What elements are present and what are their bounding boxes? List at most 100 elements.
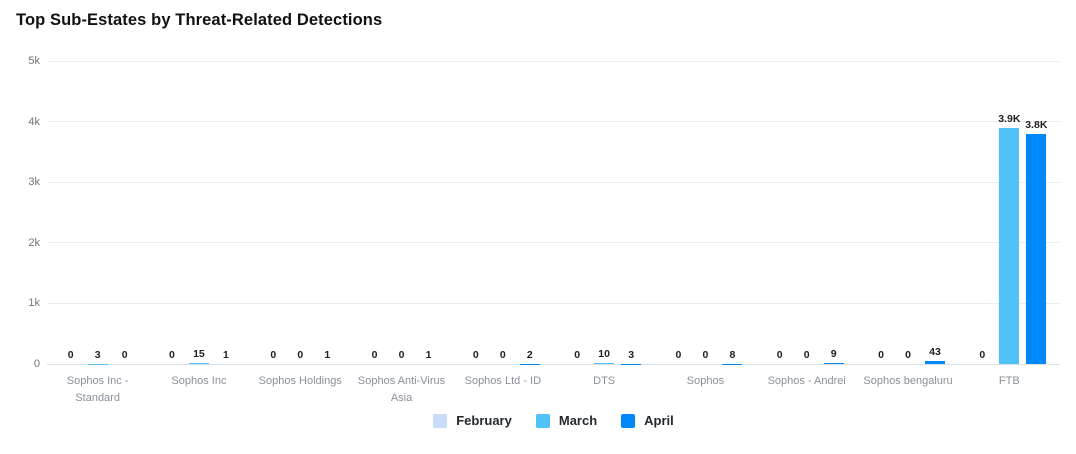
bar-slot: 9 bbox=[823, 61, 844, 364]
legend-label: March bbox=[558, 413, 598, 428]
bar-group: 0 0 8 bbox=[655, 61, 756, 364]
bar-slot: 0 bbox=[797, 61, 817, 364]
bar-slot: 0 bbox=[567, 61, 587, 364]
legend-item-april[interactable]: April bbox=[621, 413, 674, 428]
bar-group: 0 0 1 bbox=[351, 61, 452, 364]
bar-group: 0 0 9 bbox=[756, 61, 857, 364]
x-axis: Sophos Inc - Standard Sophos Inc Sophos Ho… bbox=[47, 373, 1060, 406]
x-axis-label: FTB bbox=[959, 373, 1060, 406]
bar-value-label: 8 bbox=[729, 348, 736, 361]
bar-group: 0 3.9K 3.8K bbox=[959, 61, 1060, 364]
bar-value-label: 0 bbox=[67, 349, 74, 361]
bar-groups: 0 3 0 0 15 1 0 0 1 0 0 1 0 0 2 0 10 3 0 0 8 0 0 9 0 0 43 0 3.9K 3.8K bbox=[47, 61, 1060, 364]
bar-april[interactable] bbox=[1026, 133, 1047, 364]
bar-value-label: 9 bbox=[830, 348, 837, 361]
bar-value-label: 0 bbox=[905, 349, 911, 361]
bar-march[interactable] bbox=[594, 363, 615, 364]
legend-swatch-april bbox=[621, 413, 636, 428]
bar-slot: 0 bbox=[871, 61, 891, 364]
bar-value-label: 0 bbox=[878, 349, 884, 361]
x-axis-label-text: Sophos Inc - Standard bbox=[66, 375, 129, 404]
bar-value-label: 1 bbox=[223, 348, 229, 361]
bar-value-label: 43 bbox=[929, 346, 941, 359]
x-axis-label: Sophos - Andrei bbox=[756, 373, 857, 406]
legend-label: April bbox=[644, 413, 674, 428]
x-axis-label-text: Sophos bengaluru bbox=[863, 375, 953, 387]
bar-slot: 1 bbox=[418, 61, 439, 364]
bar-slot: 0 bbox=[115, 61, 135, 364]
bar-value-label: 0 bbox=[169, 349, 175, 361]
bar-slot: 15 bbox=[188, 61, 209, 364]
x-axis-label-text: Sophos Holdings bbox=[258, 375, 342, 387]
bar-slot: 0 bbox=[466, 61, 486, 364]
plot-area: 0 3 0 0 15 1 0 0 1 0 0 1 0 0 2 0 10 3 0 0 8 0 0 9 0 0 43 0 3.9K 3.8K bbox=[47, 60, 1060, 365]
x-axis-label-text: Sophos Ltd - ID bbox=[464, 375, 542, 387]
gridline bbox=[47, 302, 1060, 304]
y-axis-tick: 4k bbox=[28, 115, 40, 128]
bar-value-label: 0 bbox=[574, 349, 581, 361]
y-axis-tick: 5k bbox=[28, 55, 40, 67]
bar-march[interactable] bbox=[999, 127, 1020, 364]
legend-item-march[interactable]: March bbox=[535, 413, 598, 428]
x-axis-label-text: FTB bbox=[998, 375, 1020, 387]
bar-slot: 1 bbox=[317, 61, 338, 364]
bar-slot: 0 bbox=[898, 61, 918, 364]
bar-value-label: 10 bbox=[598, 348, 610, 361]
bar-group: 0 3 0 bbox=[47, 61, 148, 364]
bar-group: 0 10 3 bbox=[553, 61, 654, 364]
bar-value-label: 0 bbox=[472, 349, 479, 361]
bar-value-label: 0 bbox=[776, 349, 783, 361]
legend-swatch-march bbox=[535, 413, 550, 428]
bar-april[interactable] bbox=[925, 361, 946, 364]
x-axis-label: Sophos Inc - Standard bbox=[47, 373, 148, 406]
bar-value-label: 1 bbox=[324, 348, 331, 361]
bar-slot: 0 bbox=[972, 61, 992, 364]
bar-value-label: 0 bbox=[675, 349, 682, 361]
bar-value-label: 0 bbox=[121, 349, 128, 361]
x-axis-label-text: Sophos Inc bbox=[171, 375, 227, 387]
bar-slot: 0 bbox=[263, 61, 283, 364]
y-axis-tick: 1k bbox=[28, 297, 40, 310]
bar-slot: 0 bbox=[61, 61, 81, 364]
bar-value-label: 2 bbox=[526, 348, 533, 361]
x-axis-label-text: Sophos bbox=[686, 375, 725, 387]
y-axis-tick: 0 bbox=[33, 358, 40, 370]
bar-value-label: 3 bbox=[94, 348, 101, 361]
bar-group: 0 0 2 bbox=[452, 61, 553, 364]
bar-value-label: 3.9K bbox=[998, 112, 1021, 125]
bar-value-label: 0 bbox=[297, 349, 304, 361]
x-axis-label: Sophos Inc bbox=[148, 373, 249, 406]
y-axis-tick: 3k bbox=[28, 176, 40, 189]
x-axis-label: Sophos bbox=[655, 373, 756, 406]
legend-item-february[interactable]: February bbox=[433, 413, 512, 428]
bar-slot: 8 bbox=[722, 61, 743, 364]
x-axis-label-text: Sophos Anti-Virus Asia bbox=[357, 375, 446, 404]
bar-slot: 2 bbox=[519, 61, 540, 364]
bar-value-label: 0 bbox=[398, 349, 405, 361]
y-axis: 5k 4k 3k 2k 1k 0 bbox=[0, 55, 40, 370]
bar-april[interactable] bbox=[823, 363, 844, 364]
bar-value-label: 3.8K bbox=[1025, 118, 1048, 131]
bar-value-label: 3 bbox=[628, 348, 635, 361]
bar-slot: 0 bbox=[290, 61, 310, 364]
legend: February March April bbox=[47, 413, 1060, 428]
legend-swatch-february bbox=[433, 413, 448, 428]
bar-slot: 3.8K bbox=[1025, 61, 1048, 364]
bar-slot: 3 bbox=[87, 61, 108, 364]
bar-slot: 0 bbox=[695, 61, 715, 364]
gridline bbox=[47, 242, 1060, 244]
bar-value-label: 0 bbox=[499, 349, 506, 361]
bar-slot: 0 bbox=[668, 61, 688, 364]
bar-value-label: 0 bbox=[270, 349, 277, 361]
bar-slot: 0 bbox=[365, 61, 385, 364]
bar-march[interactable] bbox=[188, 363, 209, 364]
bar-value-label: 0 bbox=[702, 349, 709, 361]
y-axis-tick: 2k bbox=[28, 236, 40, 249]
bar-value-label: 0 bbox=[803, 349, 810, 361]
bar-slot: 10 bbox=[594, 61, 615, 364]
bar-slot: 43 bbox=[925, 61, 946, 364]
x-axis-label: Sophos Ltd - ID bbox=[452, 373, 553, 406]
bar-slot: 3 bbox=[621, 61, 642, 364]
x-axis-label: DTS bbox=[553, 373, 654, 406]
